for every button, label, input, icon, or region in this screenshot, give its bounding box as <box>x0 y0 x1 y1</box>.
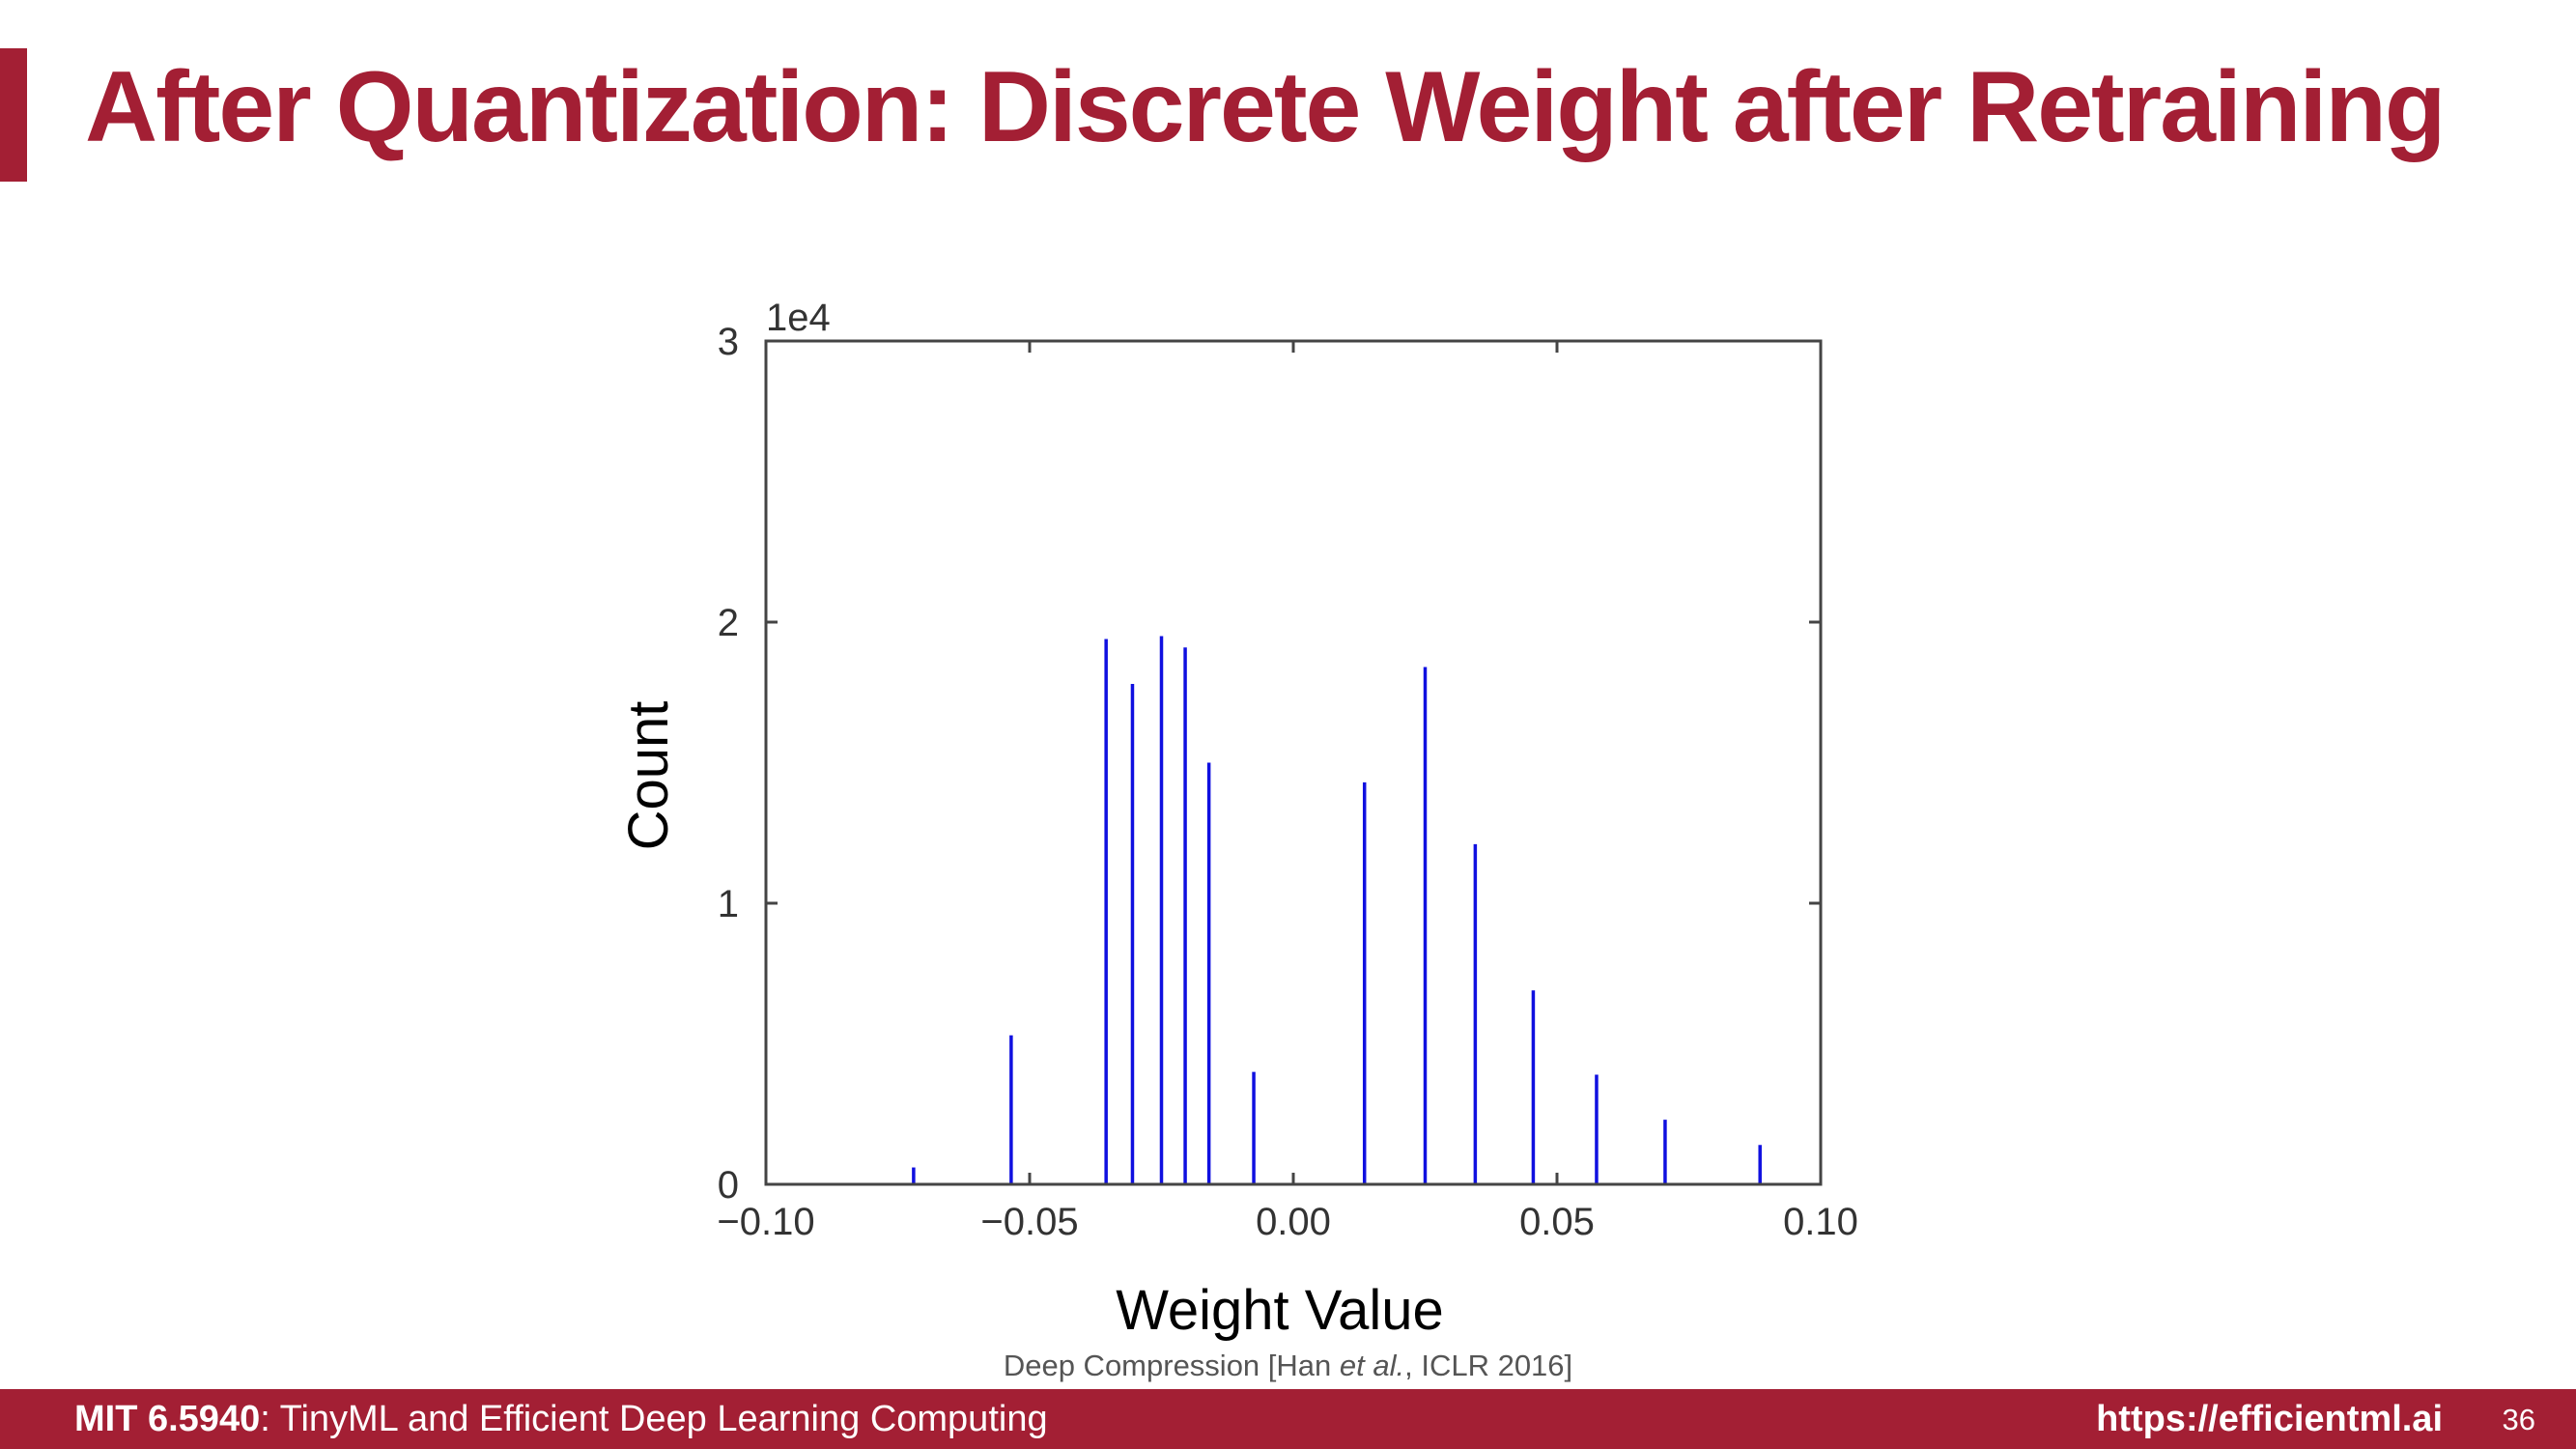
y-tick-label: 3 <box>718 321 739 363</box>
citation-italic: et al. <box>1339 1349 1405 1382</box>
x-tick-label: 0.10 <box>1783 1201 1858 1243</box>
y-scale-label: 1e4 <box>766 297 831 339</box>
citation-suffix: , ICLR 2016] <box>1404 1349 1573 1382</box>
x-tick-label: −0.05 <box>980 1201 1078 1243</box>
citation-prefix: Deep Compression [Han <box>1003 1349 1340 1382</box>
course-code: MIT 6.5940 <box>74 1399 261 1439</box>
x-tick-label: 0.05 <box>1519 1201 1595 1243</box>
slide-title: After Quantization: Discrete Weight afte… <box>85 51 2446 163</box>
y-tick-label: 1 <box>718 883 739 925</box>
x-axis-label: Weight Value <box>1116 1279 1444 1342</box>
citation: Deep Compression [Han et al., ICLR 2016] <box>0 1349 2576 1383</box>
course-website-link[interactable]: https://efficientml.ai <box>2096 1399 2443 1439</box>
x-tick-label: 0.00 <box>1256 1201 1331 1243</box>
plot-frame <box>764 339 1823 1186</box>
title-accent-bar <box>0 48 27 182</box>
course-name: : TinyML and Efficient Deep Learning Com… <box>260 1399 1048 1439</box>
footer-course: MIT 6.5940: TinyML and Efficient Deep Le… <box>74 1399 1048 1440</box>
y-axis-label: Count <box>617 701 680 851</box>
y-tick-label: 2 <box>718 602 739 644</box>
page-number: 36 <box>2502 1403 2535 1436</box>
y-tick-label: 0 <box>718 1164 739 1207</box>
footer-bar: MIT 6.5940: TinyML and Efficient Deep Le… <box>0 1389 2576 1449</box>
x-tick-label: −0.10 <box>717 1201 814 1243</box>
